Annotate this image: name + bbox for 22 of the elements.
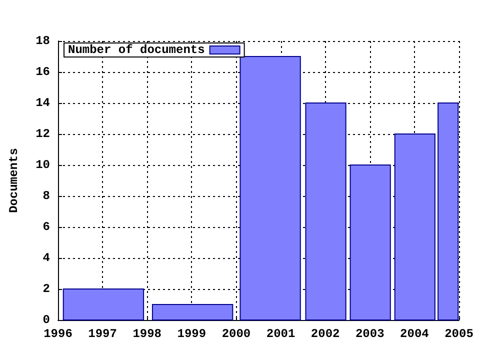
y-tick-label: 18 — [36, 34, 50, 48]
x-tick-label: 1997 — [88, 327, 117, 341]
y-tick-label: 4 — [42, 251, 50, 265]
x-tick-label: 2005 — [444, 327, 474, 341]
y-tick-label: 8 — [42, 189, 50, 203]
y-tick-label: 0 — [42, 313, 50, 327]
x-tick-label: 1998 — [132, 327, 162, 341]
x-tick-label: 2002 — [310, 327, 340, 341]
y-axis-title: Documents — [7, 148, 21, 213]
x-tick-label: 2000 — [222, 327, 251, 341]
y-tick-label: 10 — [36, 158, 50, 172]
y-tick-label: 12 — [36, 127, 50, 141]
y-tick-label: 6 — [42, 220, 50, 234]
y-tick-label: 14 — [36, 96, 50, 110]
y-tick-label: 16 — [36, 65, 50, 79]
x-tick-label: 1999 — [177, 327, 206, 341]
legend-label: Number of documents — [68, 43, 205, 57]
x-tick-label: 2001 — [266, 327, 296, 341]
x-tick-label: 2003 — [355, 327, 384, 341]
x-tick-label: 1996 — [44, 327, 72, 341]
y-tick-label: 2 — [42, 282, 50, 296]
x-tick-label: 2004 — [400, 327, 429, 341]
